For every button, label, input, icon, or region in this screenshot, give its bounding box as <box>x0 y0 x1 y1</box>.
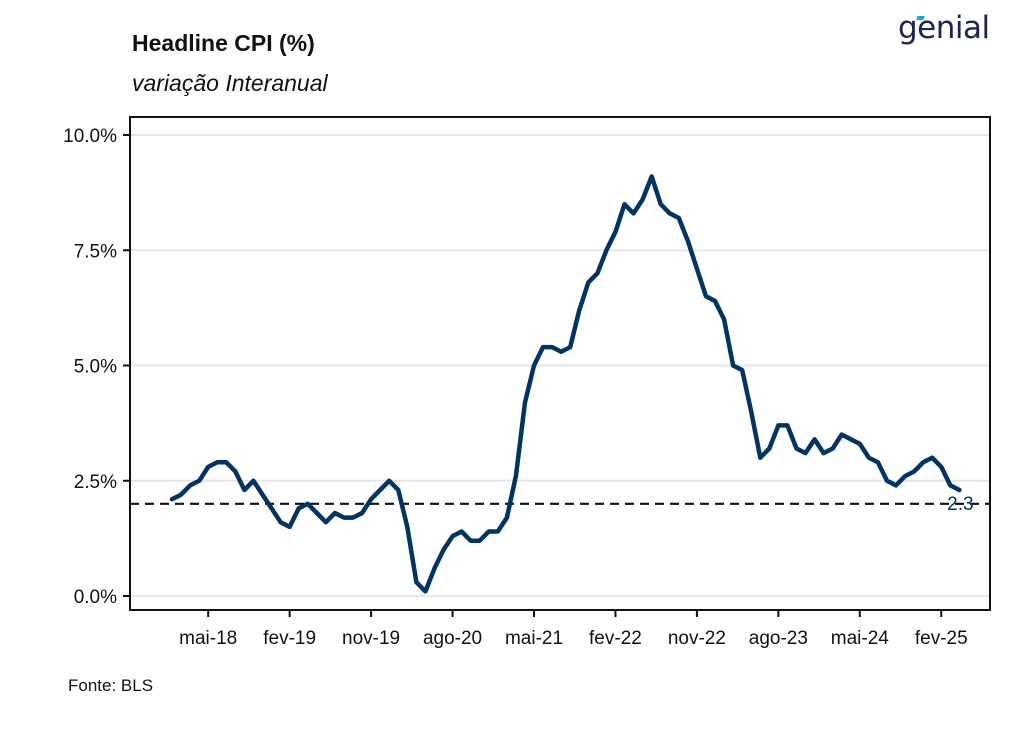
x-tick-label: mai-21 <box>505 628 563 649</box>
series-group: 2.3 <box>169 174 974 594</box>
y-tick-label: 7.5% <box>74 241 117 262</box>
end-value-label: 2.3 <box>947 494 973 515</box>
y-tick-label: 10.0% <box>63 126 117 147</box>
y-tick-label: 5.0% <box>74 357 117 378</box>
x-tick-label: ago-23 <box>749 628 808 649</box>
x-tick-label: fev-22 <box>589 628 642 649</box>
cpi-series-line <box>169 174 962 594</box>
chart-title: Headline CPI (%) <box>132 30 315 56</box>
x-tick-label: fev-19 <box>263 628 316 649</box>
x-tick-label: ago-20 <box>423 628 482 649</box>
brand-logo: genial <box>898 10 990 46</box>
grid-lines <box>130 134 990 597</box>
plot-border <box>129 116 991 611</box>
chart-subtitle: variação Interanual <box>132 70 328 96</box>
x-tick-label: mai-18 <box>179 628 237 649</box>
y-tick-label: 0.0% <box>74 587 117 608</box>
y-axis: 0.0% 2.5% 5.0% 7.5% 10.0% <box>63 126 130 608</box>
x-tick-label: nov-22 <box>668 628 726 649</box>
x-tick-label: mai-24 <box>831 628 890 649</box>
x-axis: mai-18 fev-19 nov-19 ago-20 mai-21 fev-22 nov-… <box>179 610 968 649</box>
x-tick-label: nov-19 <box>342 628 400 649</box>
y-tick-label: 2.5% <box>74 472 117 493</box>
x-tick-label: fev-25 <box>915 628 968 649</box>
source-note: Fonte: BLS <box>68 676 154 695</box>
